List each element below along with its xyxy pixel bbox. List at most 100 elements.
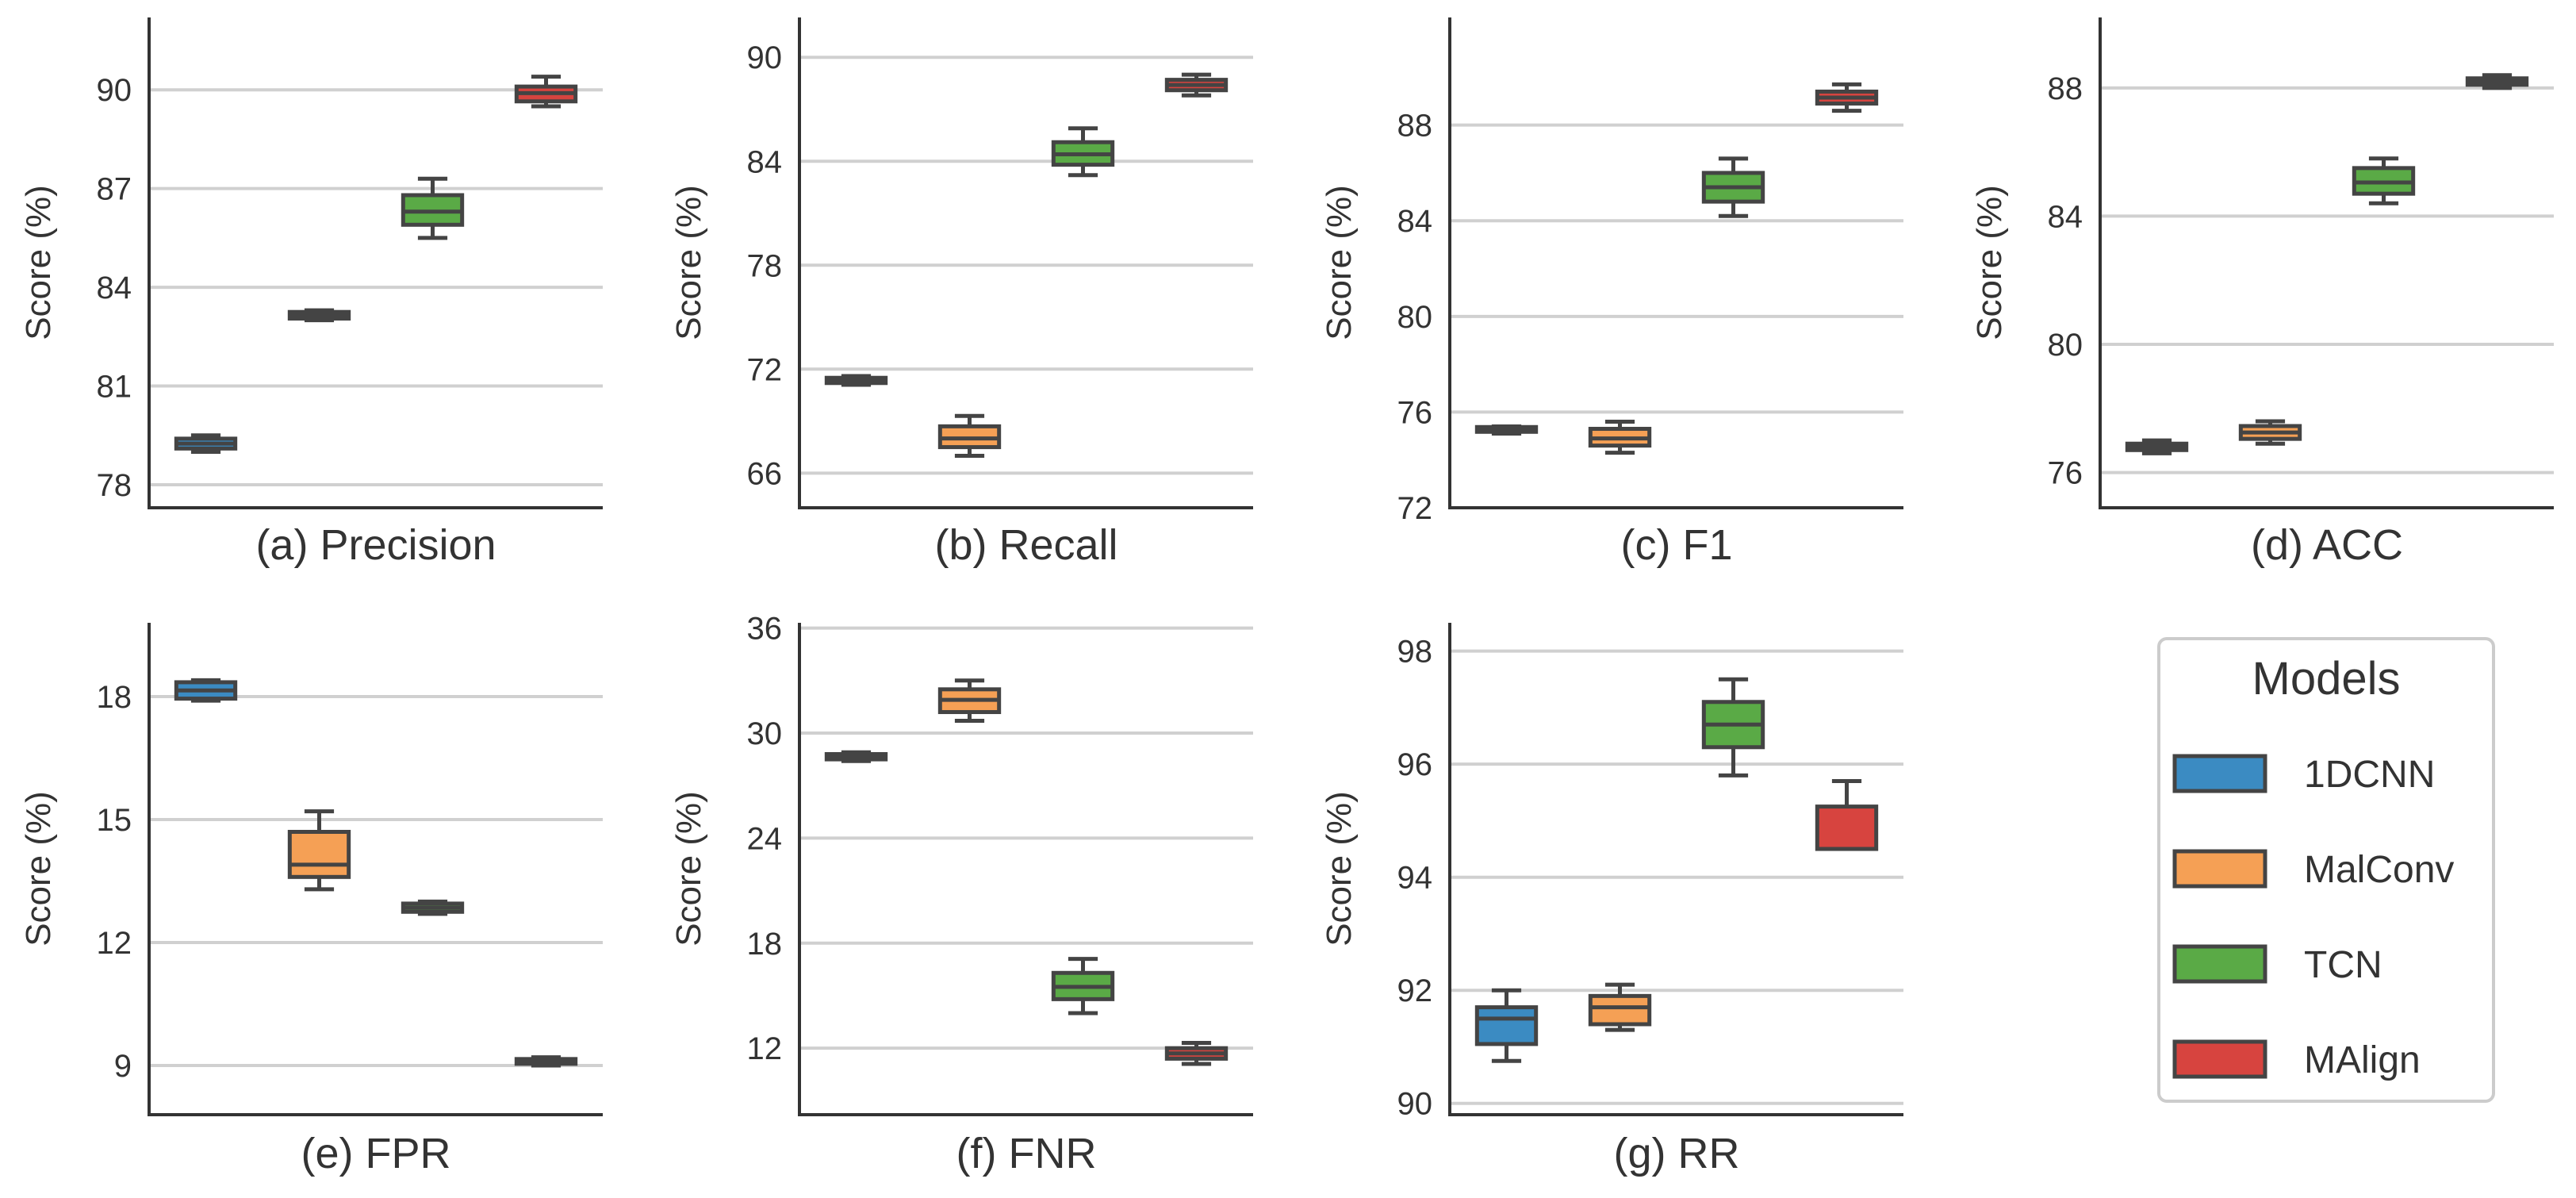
chart-title: (f) FNR [956,1130,1097,1177]
y-tick-label: 90 [97,73,132,108]
y-tick-label: 15 [97,803,132,838]
y-tick-label: 24 [747,821,783,856]
legend-label: MalConv [2304,849,2454,891]
panel-c-f1: 72 76 80 84 88 Score (%) (c) F1 [1320,17,1903,569]
box-malconv [287,809,351,892]
y-tick-label: 76 [1397,395,1433,430]
y-axis-label: Score (%) [1320,185,1359,340]
y-axis-label: Score (%) [1970,185,2009,340]
legend-title: Models [2252,653,2401,705]
box-malign [2465,73,2529,90]
legend-swatch [2172,754,2267,793]
box-1dcnn [174,678,238,703]
box-1dcnn [1474,988,1539,1063]
legend-entry-tcn: TCN [2172,944,2382,986]
y-tick-label: 76 [2048,456,2083,491]
legend-swatch [2172,849,2267,889]
y-axis-label: Score (%) [1320,791,1359,946]
box-tcn [401,899,465,916]
box-malconv [937,413,1002,458]
box-tcn [1701,677,1765,778]
y-axis-label: Score (%) [19,185,58,340]
box-malconv [1588,982,1652,1032]
box-tcn [1051,126,1115,178]
y-tick-label: 18 [747,927,783,962]
chart-panels: 78 81 84 87 90 Score (%) (a) Precision 66 72 78 84… [19,17,2554,1177]
panel-b-recall: 66 72 78 84 90 Score (%) (b) Recall [669,17,1253,569]
panel-a-precision: 78 81 84 87 90 Score (%) (a) Precision [19,17,603,569]
box-tcn [1051,957,1115,1016]
y-tick-label: 12 [97,926,132,961]
chart-title: (d) ACC [2251,521,2403,569]
legend-label: MAlign [2304,1039,2421,1081]
y-tick-label: 72 [1397,491,1433,526]
box-tcn [2352,156,2416,205]
y-axis-label: Score (%) [669,791,708,946]
box-malconv [2238,419,2302,446]
y-tick-label: 78 [97,468,132,503]
chart-title: (b) Recall [934,521,1117,569]
box-1dcnn [2125,438,2189,455]
box-malconv [287,308,351,323]
box-iqr [287,830,351,879]
y-axis-label: Score (%) [669,185,708,340]
box-malign [1164,72,1229,98]
y-tick-label: 96 [1397,747,1433,782]
box-iqr [1815,804,1879,851]
box-iqr [1474,1005,1539,1046]
y-tick-label: 98 [1397,635,1433,670]
chart-title: (g) RR [1614,1130,1740,1177]
y-axis-label: Score (%) [19,791,58,946]
legend-entries: 1DCNN MalConv TCN MAlign [2172,754,2454,1081]
box-tcn [401,176,465,240]
legend: Models 1DCNN MalConv TCN MAlign [2157,637,2495,1103]
panel-e-fpr: 9 12 15 18 Score (%) (e) FPR [19,623,603,1177]
legend-label: TCN [2304,944,2382,986]
y-tick-label: 94 [1397,861,1433,896]
chart-title: (e) FPR [301,1130,451,1177]
y-tick-label: 78 [747,248,783,283]
y-tick-label: 80 [1397,300,1433,335]
legend-entry-1dcnn: 1DCNN [2172,754,2435,796]
box-malign [514,75,578,109]
y-tick-label: 84 [97,271,132,305]
y-tick-label: 36 [747,612,783,647]
legend-entry-malign: MAlign [2172,1039,2421,1081]
chart-title: (a) Precision [255,521,496,569]
legend-entry-malconv: MalConv [2172,849,2454,891]
panel-f-fnr: 12 18 24 30 36 Score (%) (f) FNR [669,612,1253,1177]
box-1dcnn [824,374,888,387]
box-1dcnn [1474,424,1539,436]
y-tick-label: 18 [97,680,132,715]
chart-title: (c) F1 [1621,521,1733,569]
y-tick-label: 84 [2048,199,2083,234]
y-tick-label: 92 [1397,973,1433,1008]
y-tick-label: 72 [747,352,783,387]
y-tick-label: 88 [2048,71,2083,106]
y-tick-label: 66 [747,456,783,491]
legend-swatch [2172,944,2267,984]
box-iqr [1588,993,1652,1027]
legend-swatch [2172,1039,2267,1079]
y-tick-label: 9 [114,1049,132,1084]
y-tick-label: 80 [2048,328,2083,363]
y-tick-label: 84 [1397,204,1433,239]
y-tick-label: 87 [97,172,132,207]
box-malign [1164,1041,1229,1066]
y-tick-label: 81 [97,370,132,405]
y-tick-label: 84 [747,144,783,179]
box-tcn [1701,156,1765,218]
box-1dcnn [824,750,888,763]
box-malconv [1588,419,1652,455]
box-malconv [937,678,1002,724]
y-tick-label: 90 [747,40,783,75]
y-tick-label: 12 [747,1031,783,1066]
box-1dcnn [174,433,238,454]
y-tick-label: 88 [1397,109,1433,144]
box-malign [514,1055,578,1068]
panel-g-rr: 90 92 94 96 98 Score (%) (g) RR [1320,623,1903,1177]
y-tick-label: 90 [1397,1087,1433,1122]
y-tick-label: 30 [747,716,783,751]
panel-d-acc: 76 80 84 88 Score (%) (d) ACC [1970,17,2554,569]
